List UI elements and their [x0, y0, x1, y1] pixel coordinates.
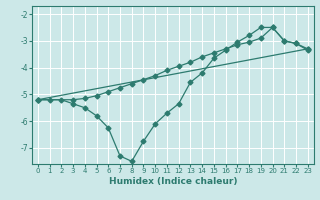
X-axis label: Humidex (Indice chaleur): Humidex (Indice chaleur): [108, 177, 237, 186]
